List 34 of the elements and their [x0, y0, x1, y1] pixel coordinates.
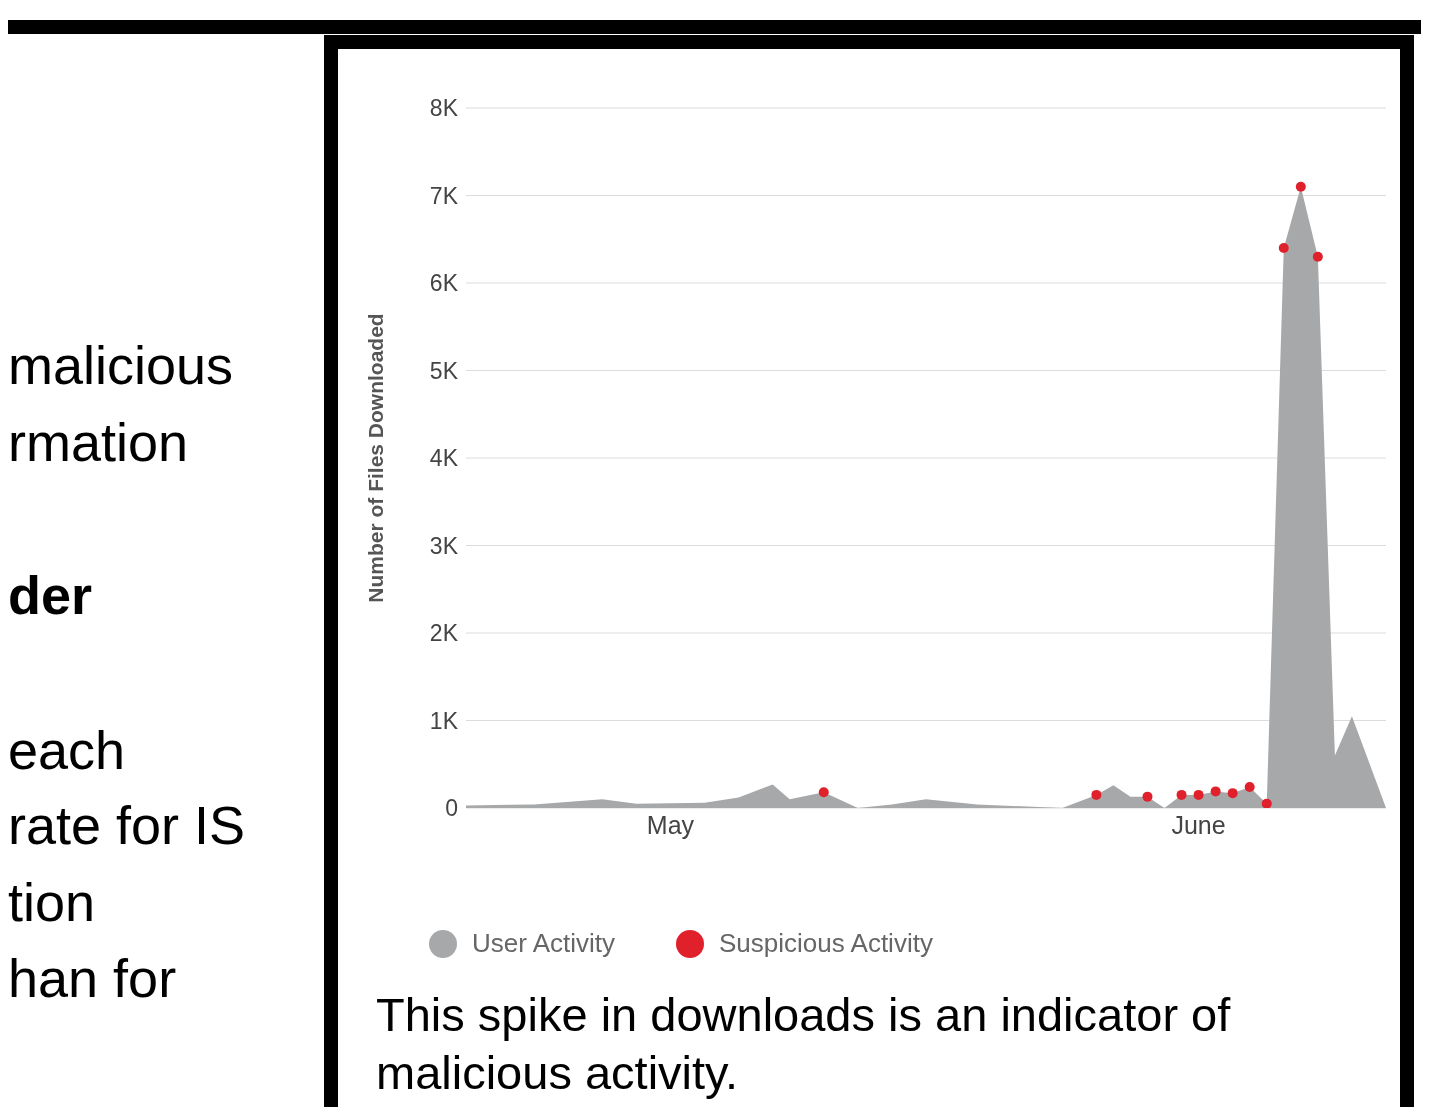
text: han for [8, 947, 178, 1010]
point [1244, 782, 1255, 792]
point [1142, 791, 1153, 802]
y-tick-label: 2K [429, 620, 459, 647]
y-tick-label: 0 [445, 795, 458, 822]
y-axis-title: Number of Files Downloaded [364, 313, 388, 603]
x-tick-label: June [1171, 810, 1226, 839]
text: tion [8, 871, 97, 934]
text: malicious [8, 334, 235, 397]
point [1261, 798, 1272, 808]
text: This spike in downloads is an indicator of malicious activity. [376, 987, 1232, 1101]
point [1210, 786, 1221, 797]
point [1227, 788, 1238, 799]
point [1176, 789, 1187, 800]
point [1295, 181, 1306, 192]
y-tick-label: 1K [429, 707, 459, 734]
point [818, 787, 829, 798]
text: rate for IS [8, 794, 247, 857]
y-tick-label: 4K [429, 445, 459, 472]
point [1091, 789, 1102, 800]
x-tick-label: May [646, 810, 695, 839]
point [1312, 251, 1323, 262]
point [1193, 789, 1204, 800]
text: each [8, 719, 127, 782]
text: der [8, 564, 94, 627]
y-tick-label: 8K [429, 95, 459, 122]
point [1278, 243, 1289, 253]
y-tick-label: 7K [429, 182, 459, 209]
y-tick-label: 3K [429, 532, 459, 559]
y-tick-label: 6K [429, 270, 459, 297]
legend-label: User Activity [472, 928, 616, 959]
text: rmation [8, 411, 190, 474]
legend-label: Suspicious Activity [719, 928, 933, 959]
y-tick-label: 5K [429, 357, 459, 384]
